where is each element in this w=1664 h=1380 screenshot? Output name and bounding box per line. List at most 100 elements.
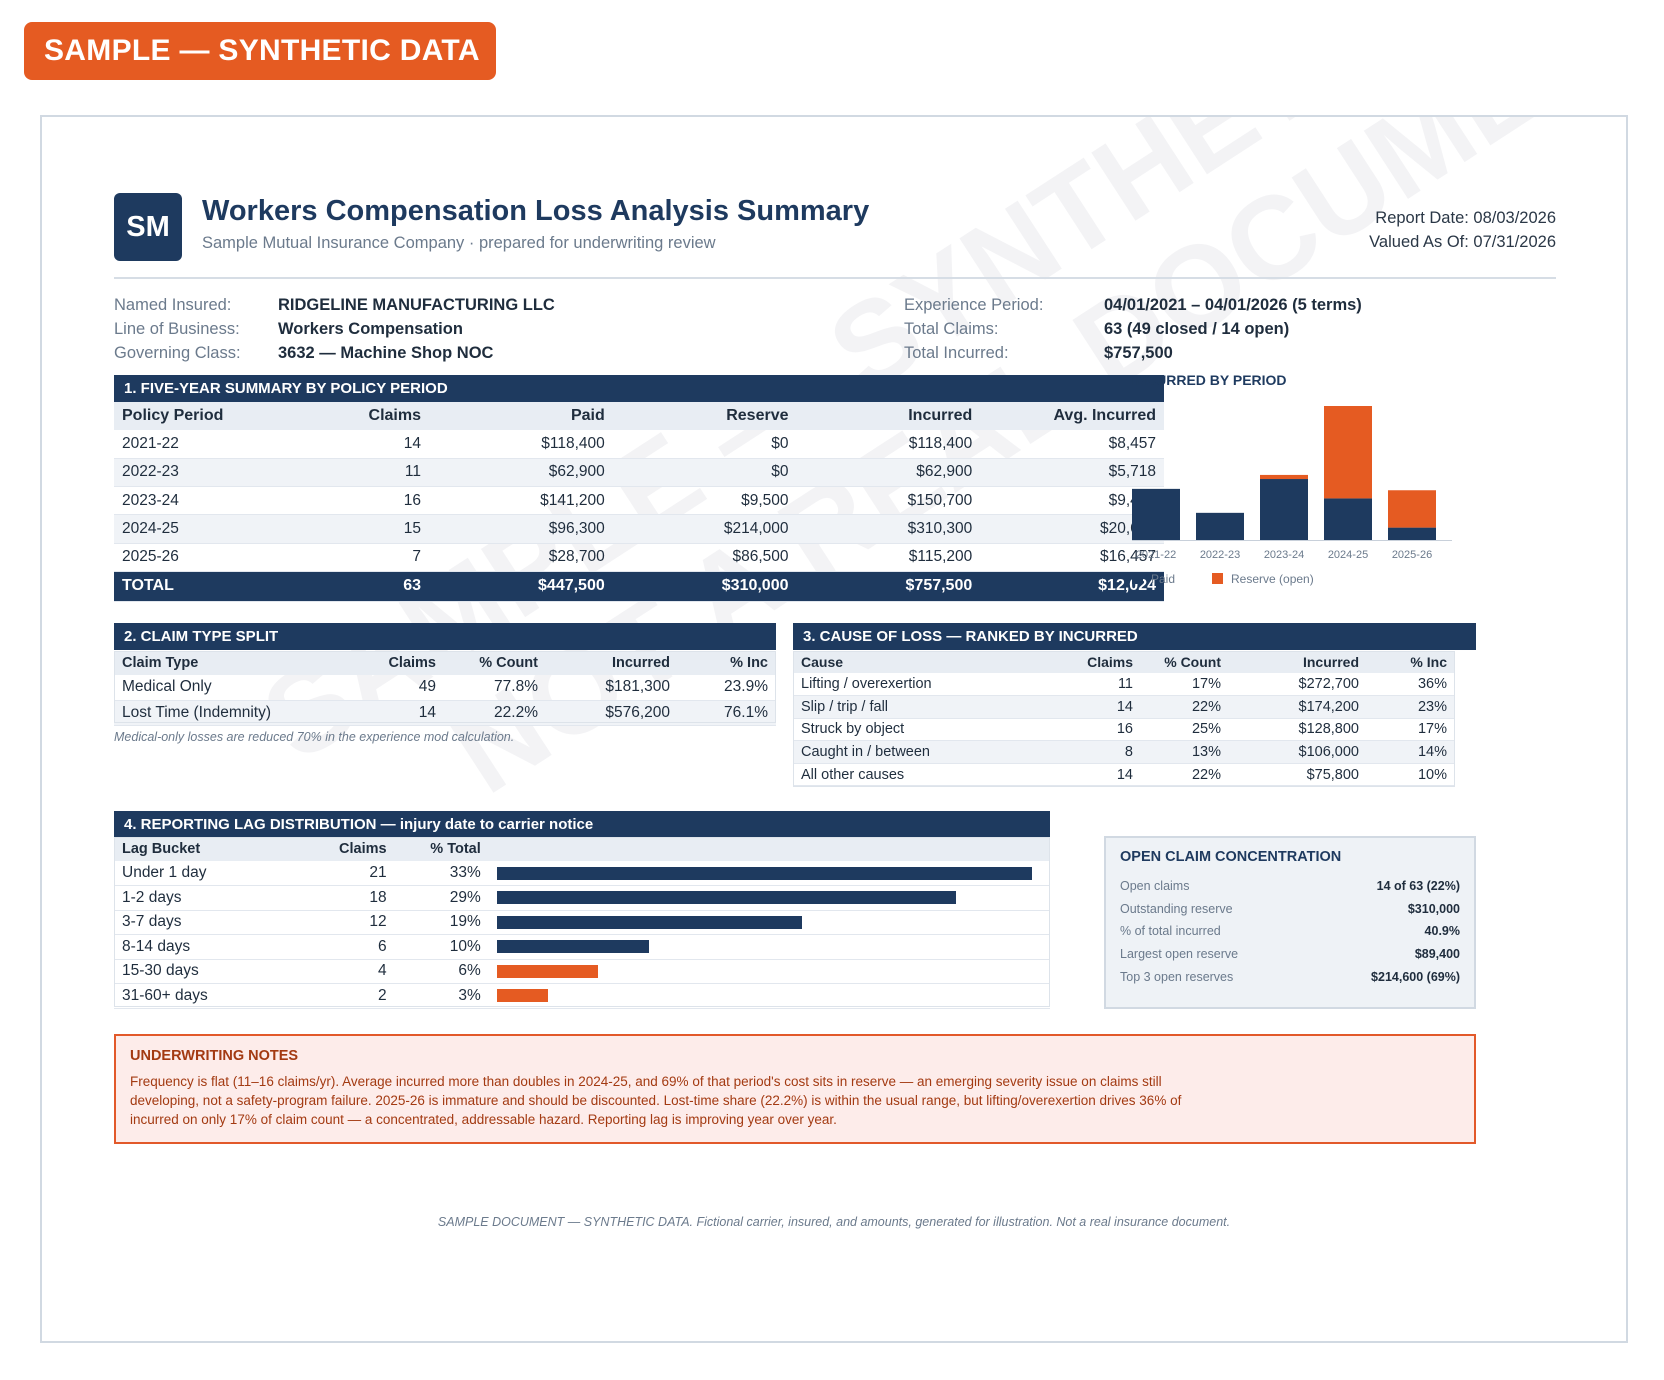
open-claim-label: Top 3 open reserves [1120,969,1234,984]
table-header-row: Cause Claims % Count Incurred % Inc [793,651,1455,673]
table-cell: 1-2 days [114,885,295,911]
table-cell: $141,200 [429,486,613,516]
table-cell: 22% [1141,763,1229,787]
legend-label: Reserve (open) [1231,572,1314,586]
claim-type-table: Claim Type Claims % Count Incurred % Inc… [114,651,776,726]
section-3-header: 3. CAUSE OF LOSS — RANKED BY INCURRED [793,623,1476,650]
table-cell: 31-60+ days [114,983,295,1009]
table-cell: $181,300 [546,675,678,701]
table-cell: 11 [1043,673,1141,697]
chart-svg: 2021-22 2022-23 2023-24 2024-25 2025-26 Paid R… [1132,406,1452,586]
table-cell: 14 [1043,695,1141,719]
info-label: Named Insured: [114,296,232,314]
column-header: Claims [1043,651,1141,673]
table-cell: $75,800 [1229,763,1367,787]
table-cell: $214,000 [612,514,797,544]
header-divider [114,277,1556,279]
column-header: Claims [297,402,429,430]
table-row: Under 1 day 21 33% [114,861,1050,886]
open-claim-row: Outstanding reserve $310,000 [1120,898,1460,921]
report-dates: Report Date: 08/03/2026 Valued As Of: 07… [1369,206,1556,254]
info-row: Total Claims: 63 (49 closed / 14 open) [904,317,1362,341]
chart-title: INCURRED BY PERIOD [1132,372,1287,388]
table-cell: $310,300 [796,514,981,544]
table-cell: $96,300 [429,514,613,544]
table-cell: 17% [1367,718,1455,742]
lag-bar [496,989,549,1003]
table-cell: All other causes [793,763,1043,787]
legend-swatch [1132,573,1143,584]
table-cell: $174,200 [1229,695,1367,719]
info-value: RIDGELINE MANUFACTURING LLC [278,296,555,314]
section-2-header: 2. CLAIM TYPE SPLIT [114,623,776,650]
notes-body: Frequency is flat (11–16 claims/yr). Ave… [130,1074,1182,1127]
table-cell: 49 [344,675,444,701]
x-tick-label: 2021-22 [1136,549,1176,561]
table-cell: $0 [612,430,797,459]
x-tick-label: 2022-23 [1200,549,1240,561]
table-cell: $118,400 [796,430,981,459]
table-cell: 3% [394,983,489,1009]
open-claim-label: Open claims [1120,879,1190,893]
table-header-row: Lag Bucket Claims % Total [114,837,1050,861]
column-header: Incurred [546,651,678,675]
info-label: Total Claims: [904,320,999,338]
table-cell: 10% [1367,763,1455,787]
open-claim-value: $214,600 (69%) [1371,969,1460,984]
table-cell: $5,718 [980,458,1164,488]
bar-reserve-open--2025-26 [1388,490,1436,528]
info-label: Governing Class: [114,344,241,362]
table-cell: 33% [394,861,489,886]
column-header: % Inc [1367,651,1455,673]
bar-paid-2022-23 [1196,512,1244,540]
info-value: $757,500 [1104,344,1173,362]
table-cell: 15-30 days [114,959,295,984]
table-cell: 14 [1043,763,1141,787]
table-cell: 18 [294,885,395,911]
lag-bar [496,915,803,929]
info-value: Workers Compensation [278,320,463,338]
notes-title: UNDERWRITING NOTES [130,1048,299,1064]
open-claim-value: 14 of 63 (22%) [1376,879,1460,893]
claim-type-note: Medical-only losses are reduced 70% in t… [114,730,515,744]
open-claim-concentration-box: OPEN CLAIM CONCENTRATION Open claims 14 o… [1104,836,1476,1009]
table-cell: 16 [1043,718,1141,742]
column-header: % Total [394,837,489,861]
table-row: Caught in / between 8 13% $106,000 14% [793,740,1455,764]
table-cell: 22.2% [444,700,546,726]
reporting-lag-table: Lag Bucket Claims % Total Under 1 day 21 3… [114,837,1050,1009]
table-row: 1-2 days 18 29% [114,885,1050,911]
open-claim-value: $310,000 [1407,901,1460,916]
table-cell: $128,800 [1229,718,1367,742]
open-claim-value: 40.9% [1424,924,1460,939]
column-header: Incurred [796,402,981,430]
table-cell: 21 [294,861,395,886]
table-cell: 8 [1043,740,1141,764]
table-cell: $8,457 [980,430,1164,459]
column-header: % Count [1141,651,1229,673]
bar-cell [488,959,1050,984]
open-claim-value: $89,400 [1414,947,1460,962]
column-header: Reserve [612,402,797,430]
table-cell: 10% [394,934,489,960]
table-cell: TOTAL [114,571,298,602]
table-row: 2025-26 7 $28,700 $86,500 $115,200 $16,457 [114,543,1164,572]
table-cell: $115,200 [796,543,981,572]
sample-banner: SAMPLE — SYNTHETIC DATA [24,22,496,80]
info-row: Experience Period: 04/01/2021 – 04/01/202… [904,293,1362,317]
table-cell: 2023-24 [114,486,298,516]
valued-as-of: Valued As Of: 07/31/2026 [1369,233,1556,251]
table-cell: 12 [294,910,395,935]
report-title: Workers Compensation Loss Analysis Summa… [202,195,870,227]
table-header-row: Claim Type Claims % Count Incurred % Inc [114,651,776,675]
info-row: Named Insured: RIDGELINE MANUFACTURING LL… [114,293,555,317]
table-cell: 2024-25 [114,514,298,544]
column-header: Cause [793,651,1043,673]
table-row: 2022-23 11 $62,900 $0 $62,900 $5,718 [114,458,1164,488]
table-cell: $447,500 [429,571,613,602]
table-cell: $62,900 [429,458,613,488]
table-cell: 22% [1141,695,1229,719]
open-claim-row: Largest open reserve $89,400 [1120,943,1460,966]
incurred-by-period-chart: INCURRED BY PERIOD 2021-22 2022-23 2023-24… [1132,372,1472,612]
table-row: 31-60+ days 2 3% [114,983,1050,1009]
